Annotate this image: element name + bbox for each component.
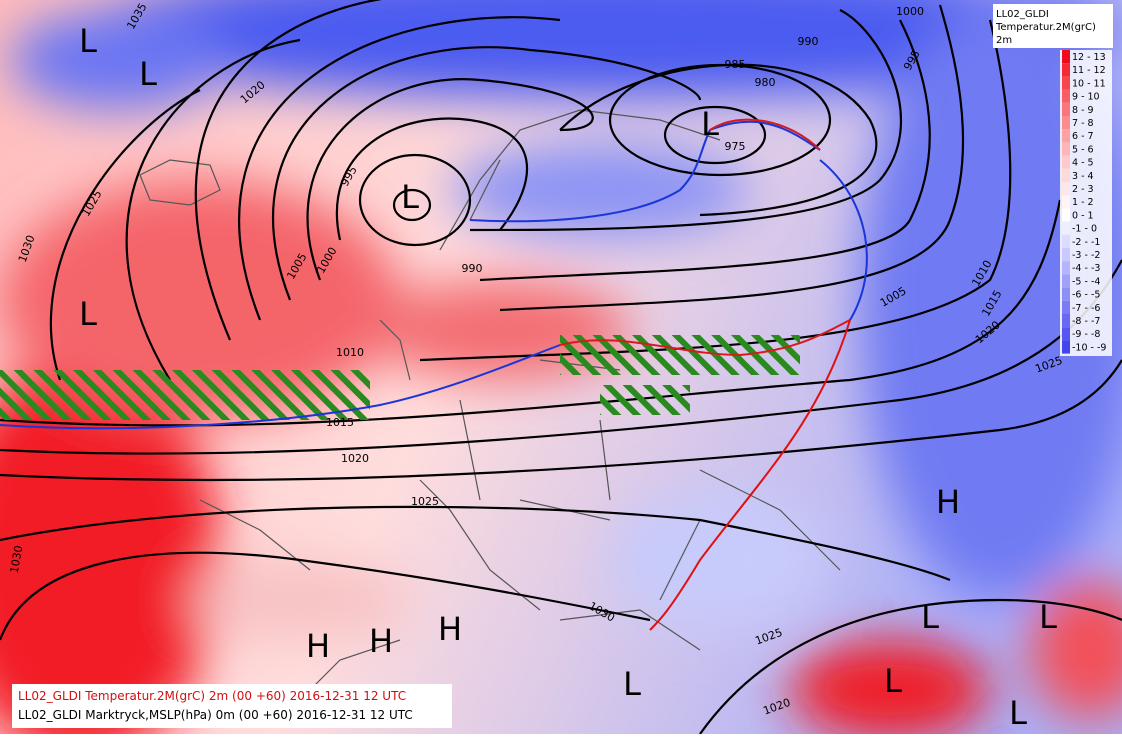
isobar-label: 1010 — [336, 346, 364, 359]
isobar-label: 990 — [462, 262, 483, 275]
legend-label: 6 - 7 — [1072, 131, 1094, 142]
precipitation — [0, 370, 370, 420]
footer-box — [12, 684, 452, 728]
pressure-center: L — [1039, 598, 1057, 636]
legend-swatch — [1062, 142, 1070, 156]
footer-line: LL02_GLDI Marktryck,MSLP(hPa) 0m (00 +60… — [18, 708, 413, 722]
legend-swatch — [1062, 327, 1070, 341]
pressure-center: L — [139, 55, 157, 93]
legend-title: LL02_GLDI — [996, 9, 1049, 20]
legend-swatch — [1062, 274, 1070, 288]
legend-label: 9 - 10 — [1072, 92, 1100, 103]
legend-swatch — [1062, 221, 1070, 235]
precipitation — [560, 335, 800, 375]
pressure-center: H — [936, 483, 960, 521]
pressure-center: L — [1009, 694, 1027, 732]
pressure-center: L — [701, 105, 719, 143]
legend-swatch — [1062, 248, 1070, 262]
precipitation — [600, 385, 690, 415]
legend-label: -7 - -6 — [1072, 303, 1100, 314]
legend-label: -6 - -5 — [1072, 290, 1100, 301]
legend-swatch — [1062, 155, 1070, 169]
legend-swatch — [1062, 168, 1070, 182]
legend-swatch — [1062, 76, 1070, 90]
legend-label: 11 - 12 — [1072, 65, 1106, 76]
pressure-center: H — [369, 622, 393, 660]
legend-label: 8 - 9 — [1072, 105, 1094, 116]
pressure-center: H — [306, 627, 330, 665]
legend-label: 3 - 4 — [1072, 171, 1094, 182]
legend-swatch — [1062, 129, 1070, 143]
legend-label: 4 - 5 — [1072, 158, 1094, 169]
legend-swatch — [1062, 63, 1070, 77]
isobar-label: 1025 — [411, 495, 439, 508]
legend-label: 10 - 11 — [1072, 78, 1106, 89]
legend-label: -9 - -8 — [1072, 329, 1100, 340]
legend-label: -5 - -4 — [1072, 276, 1100, 287]
legend-swatch — [1062, 287, 1070, 301]
legend-label: 12 - 13 — [1072, 52, 1106, 63]
legend-swatch — [1062, 195, 1070, 209]
legend-swatch — [1062, 89, 1070, 103]
legend-label: -2 - -1 — [1072, 237, 1100, 248]
isobar-label: 975 — [725, 140, 746, 153]
legend-swatch — [1062, 50, 1070, 64]
legend-label: -3 - -2 — [1072, 250, 1100, 261]
legend-title: Temperatur.2M(grC) — [995, 22, 1096, 33]
footer-line: LL02_GLDI Temperatur.2M(grC) 2m (00 +60)… — [18, 689, 406, 703]
isobar-label: 1030 — [8, 544, 26, 574]
legend-swatch — [1062, 234, 1070, 248]
legend-swatch — [1062, 182, 1070, 196]
pressure-center: H — [438, 610, 462, 648]
legend-label: 7 - 8 — [1072, 118, 1094, 129]
fronts — [0, 118, 868, 631]
legend-label: 5 - 6 — [1072, 144, 1094, 155]
legend-swatch — [1062, 208, 1070, 222]
pressure-center: L — [623, 665, 641, 703]
legend-label: -10 - -9 — [1072, 342, 1106, 353]
legend-label: -1 - 0 — [1072, 224, 1097, 235]
legend-swatch — [1062, 314, 1070, 328]
isobar-label: 1000 — [896, 5, 924, 18]
legend-title-box — [993, 4, 1113, 48]
legend-title: 2m — [996, 35, 1012, 46]
pressure-center: L — [884, 662, 902, 700]
legend-swatch — [1062, 340, 1070, 354]
isobar-label: 1015 — [326, 416, 354, 429]
pressure-center: L — [79, 22, 97, 60]
pressure-center: L — [401, 178, 419, 216]
legend-label: 1 - 2 — [1072, 197, 1094, 208]
legend-label: -8 - -7 — [1072, 316, 1100, 327]
legend-swatch — [1062, 261, 1070, 275]
pressure-center: L — [79, 295, 97, 333]
legend-swatch — [1062, 116, 1070, 130]
isobar-label: 990 — [798, 35, 819, 48]
legend-swatch — [1062, 102, 1070, 116]
legend-label: 2 - 3 — [1072, 184, 1094, 195]
isobar-label: 1020 — [341, 452, 369, 465]
isobar-label: 985 — [725, 58, 746, 71]
legend-swatch — [1062, 300, 1070, 314]
legend-label: 0 - 1 — [1072, 210, 1094, 221]
coastlines — [139, 109, 841, 701]
pressure-center: L — [921, 598, 939, 636]
isobar-label: 980 — [755, 76, 776, 89]
legend-label: -4 - -3 — [1072, 263, 1100, 274]
